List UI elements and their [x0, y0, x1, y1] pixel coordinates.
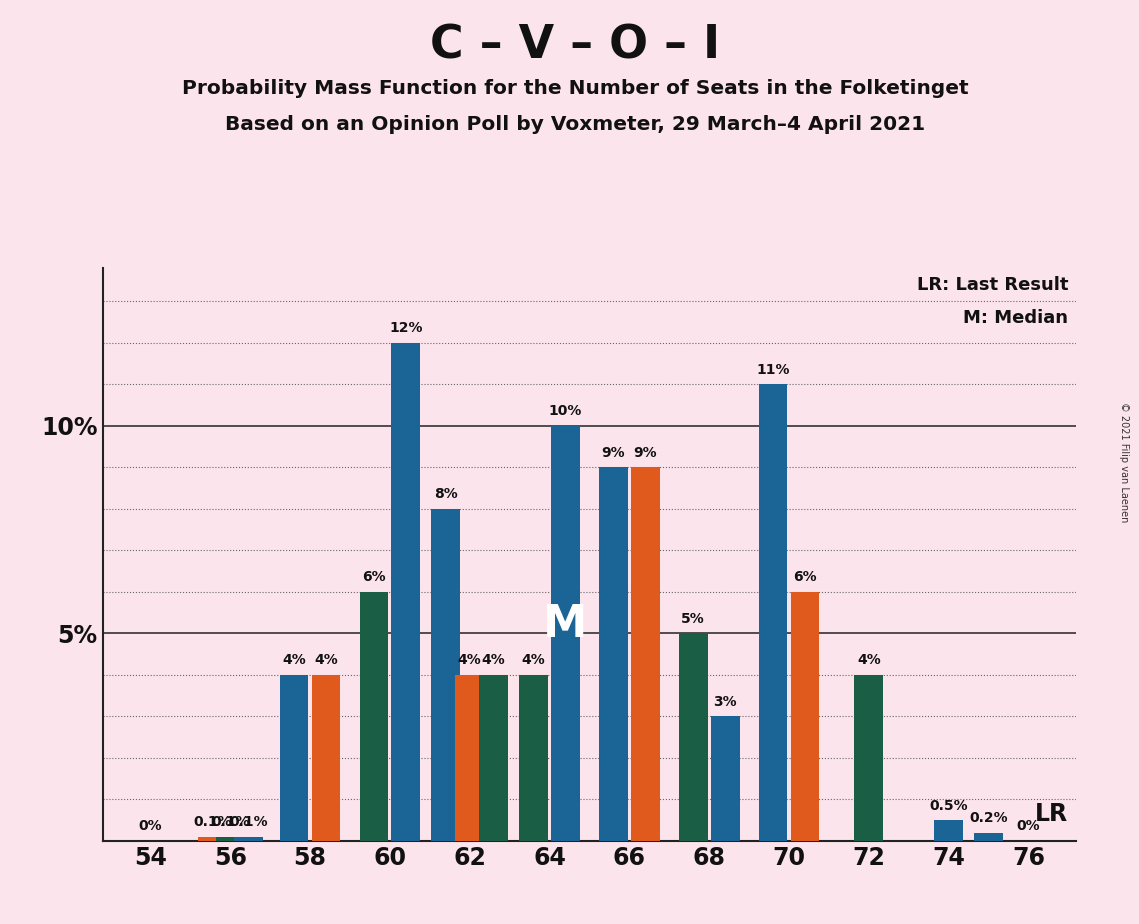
Text: 9%: 9% — [601, 445, 625, 460]
Bar — [312, 675, 341, 841]
Bar — [551, 426, 580, 841]
Text: 4%: 4% — [522, 653, 546, 667]
Text: 4%: 4% — [458, 653, 482, 667]
Bar — [280, 675, 309, 841]
Bar — [854, 675, 883, 841]
Bar — [599, 468, 628, 841]
Text: 0.2%: 0.2% — [969, 811, 1008, 825]
Text: M: M — [543, 603, 588, 647]
Text: 0.1%: 0.1% — [229, 815, 268, 829]
Text: 9%: 9% — [633, 445, 657, 460]
Text: 12%: 12% — [390, 322, 423, 335]
Text: © 2021 Filip van Laenen: © 2021 Filip van Laenen — [1120, 402, 1129, 522]
Text: 10%: 10% — [549, 404, 582, 419]
Text: 0.5%: 0.5% — [929, 798, 968, 812]
Text: Probability Mass Function for the Number of Seats in the Folketinget: Probability Mass Function for the Number… — [182, 79, 968, 98]
Bar — [679, 633, 707, 841]
Text: LR: Last Result: LR: Last Result — [917, 276, 1068, 294]
Text: 6%: 6% — [793, 570, 817, 584]
Text: 6%: 6% — [362, 570, 386, 584]
Bar — [759, 384, 787, 841]
Bar — [233, 837, 263, 841]
Text: 5%: 5% — [681, 612, 705, 626]
Text: 0.1%: 0.1% — [192, 815, 231, 829]
Bar — [974, 833, 1003, 841]
Text: 4%: 4% — [282, 653, 306, 667]
Bar — [392, 343, 420, 841]
Text: 4%: 4% — [314, 653, 338, 667]
Text: 4%: 4% — [857, 653, 880, 667]
Text: 11%: 11% — [756, 363, 789, 377]
Text: 0.1%: 0.1% — [211, 815, 249, 829]
Text: LR: LR — [1035, 802, 1068, 826]
Bar — [198, 837, 227, 841]
Bar — [790, 591, 819, 841]
Text: Based on an Opinion Poll by Voxmeter, 29 March–4 April 2021: Based on an Opinion Poll by Voxmeter, 29… — [226, 116, 925, 135]
Bar — [216, 837, 245, 841]
Text: 0%: 0% — [139, 820, 162, 833]
Bar — [711, 716, 739, 841]
Text: 8%: 8% — [434, 487, 458, 501]
Bar — [519, 675, 548, 841]
Text: 3%: 3% — [713, 695, 737, 709]
Text: 4%: 4% — [482, 653, 506, 667]
Bar — [432, 509, 460, 841]
Bar — [456, 675, 484, 841]
Text: 0%: 0% — [1017, 820, 1040, 833]
Text: C – V – O – I: C – V – O – I — [431, 23, 720, 68]
Bar — [480, 675, 508, 841]
Bar — [631, 468, 659, 841]
Bar — [934, 821, 962, 841]
Bar — [360, 591, 388, 841]
Text: M: Median: M: Median — [964, 310, 1068, 327]
